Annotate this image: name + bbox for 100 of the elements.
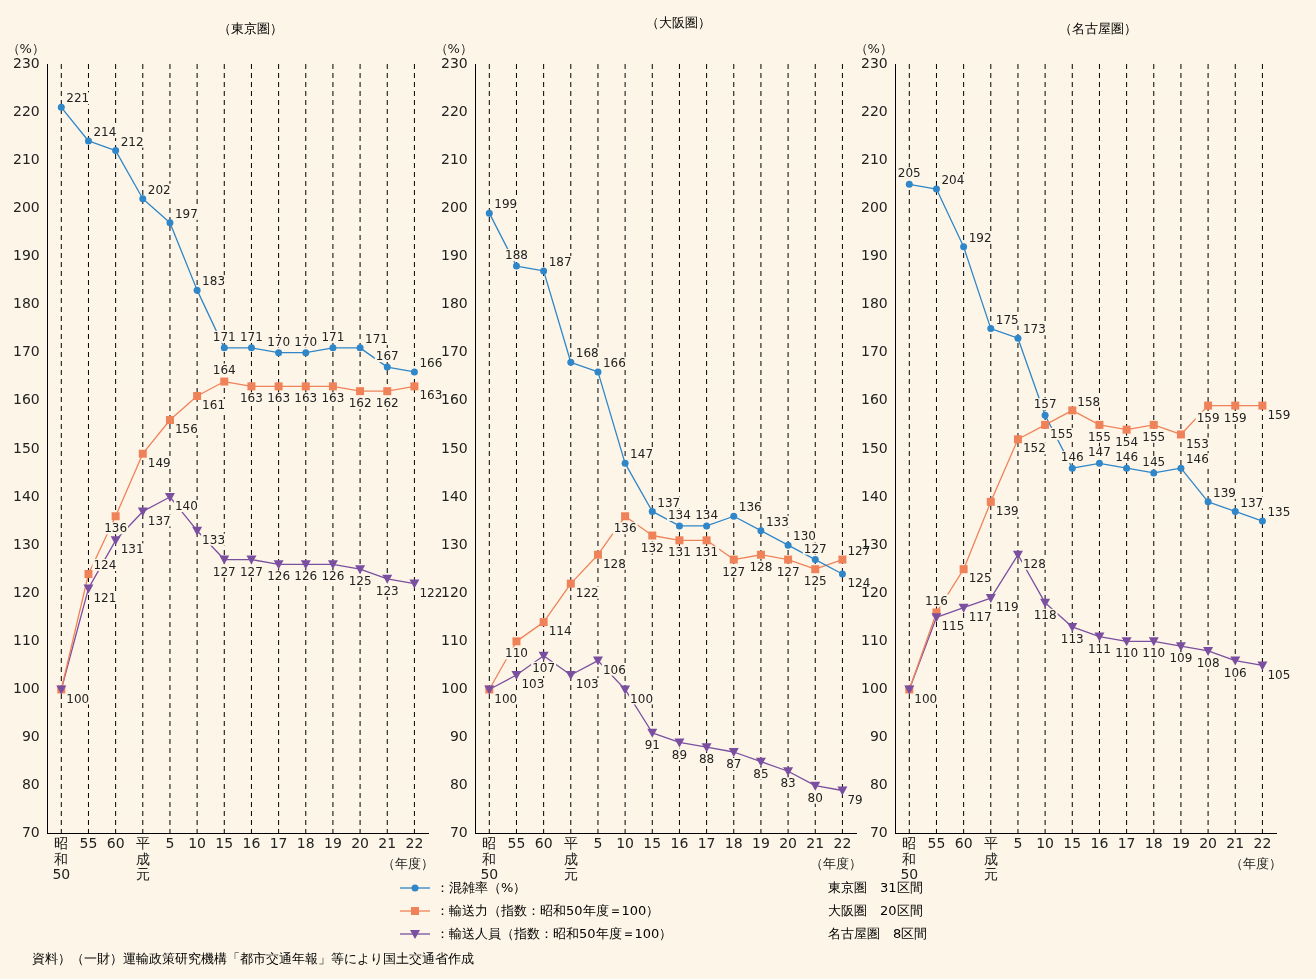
- y-axis-title: （%）: [434, 40, 473, 56]
- point: [382, 574, 393, 584]
- point: [932, 185, 940, 193]
- point: [1150, 469, 1158, 477]
- chart-title: （名古屋圏）: [1058, 20, 1138, 38]
- y-tick-label: 190: [12, 247, 40, 264]
- point: [139, 195, 147, 203]
- y-tick-label: 140: [860, 487, 888, 504]
- data-label: 125: [348, 574, 372, 589]
- data-label: 87: [726, 757, 742, 772]
- x-tick-label: 15: [643, 835, 662, 852]
- x-tick-label: 18: [724, 835, 743, 852]
- y-tick-label: 160: [12, 391, 40, 408]
- x-tick-label: 20: [1199, 835, 1218, 852]
- point: [275, 349, 283, 357]
- data-label: 125: [968, 571, 992, 586]
- point: [702, 536, 711, 545]
- y-tick-label: 150: [440, 439, 468, 456]
- point: [1041, 411, 1049, 419]
- data-label: 105: [1267, 667, 1291, 682]
- data-label: 135: [1267, 505, 1291, 520]
- data-label: 85: [753, 766, 769, 781]
- y-tick-label: 130: [12, 535, 40, 552]
- point: [1013, 435, 1022, 444]
- point: [219, 555, 230, 565]
- x-tick-label: 19: [752, 835, 770, 852]
- data-label: 80: [807, 790, 823, 805]
- data-label: 199: [494, 197, 518, 212]
- y-tick-label: 100: [860, 680, 888, 697]
- y-tick-label: 140: [440, 487, 468, 504]
- data-label: 137: [657, 495, 681, 510]
- point: [485, 209, 493, 217]
- data-label: 106: [602, 662, 626, 677]
- data-label: 146: [1185, 452, 1209, 467]
- data-label: 167: [375, 349, 399, 364]
- data-label: 114: [548, 624, 572, 639]
- point: [566, 579, 575, 588]
- y-tick-label: 100: [12, 680, 40, 697]
- data-label: 163: [267, 391, 291, 406]
- data-label: 163: [419, 388, 443, 403]
- data-label: 140: [174, 499, 198, 514]
- data-label: 126: [294, 569, 318, 584]
- data-label: 168: [575, 346, 599, 361]
- y-tick-label: 70: [869, 824, 888, 841]
- point: [355, 565, 366, 575]
- data-label: 100: [494, 691, 518, 706]
- point: [328, 382, 337, 391]
- point: [1258, 517, 1266, 525]
- data-label: 115: [941, 619, 965, 634]
- data-label: 146: [1060, 450, 1084, 465]
- y-tick-label: 210: [860, 150, 888, 167]
- data-label: 127: [212, 564, 236, 579]
- data-label: 103: [521, 677, 545, 692]
- point: [193, 391, 202, 400]
- x-tick-label: 昭和50: [52, 835, 71, 882]
- y-tick-label: 120: [440, 583, 468, 600]
- x-tick-label: 21: [378, 835, 397, 852]
- data-label: 134: [695, 508, 719, 523]
- legend-label: ：輸送人員（指数：昭和50年度＝100）: [436, 925, 673, 943]
- point: [620, 685, 631, 695]
- data-label: 171: [239, 329, 263, 344]
- data-label: 79: [847, 792, 863, 807]
- y-tick-label: 90: [869, 728, 888, 745]
- point: [1175, 642, 1186, 652]
- point: [959, 565, 968, 574]
- y-tick-label: 180: [12, 295, 40, 312]
- point: [247, 344, 255, 352]
- point: [1123, 464, 1131, 472]
- data-label: 116: [925, 593, 948, 608]
- point: [512, 262, 520, 270]
- data-label: 202: [147, 182, 171, 197]
- data-label: 175: [995, 312, 1019, 327]
- point: [729, 555, 738, 564]
- x-tick-label: 昭和50: [900, 835, 919, 882]
- x-tick-label: 18: [296, 835, 315, 852]
- point: [1231, 401, 1240, 410]
- point: [674, 738, 685, 748]
- point: [811, 565, 820, 574]
- point: [960, 243, 968, 251]
- x-tick-label: 55: [927, 835, 946, 852]
- y-tick-label: 100: [440, 680, 468, 697]
- y-tick-label: 110: [440, 631, 468, 648]
- x-tick-label: 平成元: [983, 835, 998, 882]
- point: [931, 613, 942, 623]
- data-label: 100: [914, 691, 938, 706]
- point: [703, 522, 711, 530]
- point: [410, 382, 419, 391]
- point: [755, 757, 766, 767]
- data-label: 132: [640, 540, 664, 555]
- point: [592, 656, 603, 666]
- x-tick-label: 5: [593, 835, 603, 852]
- data-label: 83: [780, 776, 796, 791]
- point: [84, 569, 93, 578]
- point: [539, 618, 548, 627]
- y-tick-label: 80: [869, 776, 888, 793]
- data-label: 170: [294, 334, 318, 349]
- point: [958, 603, 969, 613]
- point: [985, 594, 996, 604]
- data-label: 110: [505, 646, 528, 661]
- point: [1068, 406, 1077, 415]
